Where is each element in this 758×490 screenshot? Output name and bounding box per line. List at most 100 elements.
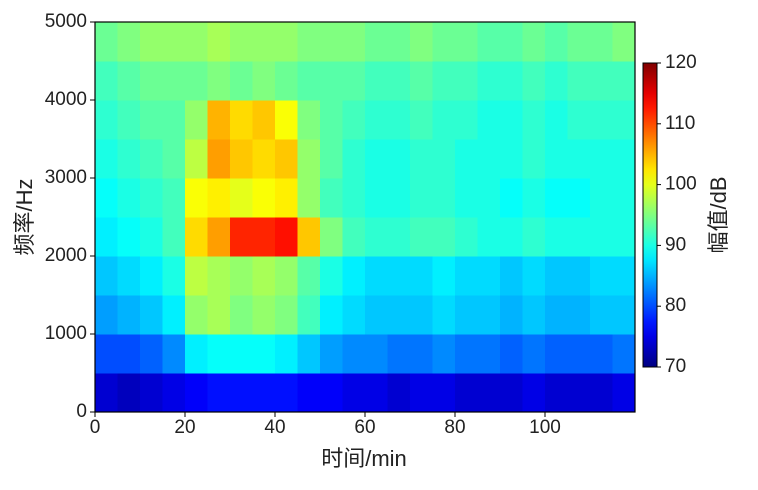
cell <box>207 256 231 296</box>
cell <box>342 295 366 335</box>
colorbar <box>642 62 658 368</box>
cell <box>320 334 343 374</box>
cell <box>117 334 141 374</box>
cell <box>230 217 253 257</box>
cell <box>612 256 636 296</box>
cell <box>185 334 208 374</box>
cell <box>455 334 478 374</box>
cell <box>545 256 568 296</box>
cell <box>320 61 343 101</box>
cell <box>455 295 478 335</box>
colorbar-label: 幅值/dB <box>706 176 731 253</box>
cell <box>207 178 231 218</box>
cell <box>365 22 388 62</box>
cell <box>297 178 321 218</box>
cell <box>590 100 613 140</box>
cell <box>297 139 321 179</box>
cell <box>522 139 546 179</box>
y-axis-label: 频率/Hz <box>12 178 37 255</box>
x-tick-label: 0 <box>90 417 101 438</box>
cell <box>477 22 501 62</box>
cell <box>432 295 456 335</box>
colorbar-tick-label: 100 <box>665 174 697 195</box>
cell <box>455 256 478 296</box>
y-tick-label: 5000 <box>45 11 87 32</box>
cell <box>590 373 613 413</box>
cell <box>522 256 546 296</box>
cell <box>275 22 298 62</box>
cell <box>567 139 591 179</box>
cell <box>342 100 366 140</box>
cell <box>297 334 321 374</box>
cell <box>365 100 388 140</box>
cell <box>162 334 186 374</box>
cell <box>410 295 433 335</box>
cell <box>297 256 321 296</box>
cell <box>342 139 366 179</box>
cell <box>185 373 208 413</box>
cell <box>387 334 411 374</box>
cell <box>500 295 523 335</box>
colorbar-tick-label: 120 <box>665 52 697 73</box>
cell <box>500 139 523 179</box>
cell <box>455 139 478 179</box>
cell <box>117 22 141 62</box>
x-tick-label: 40 <box>264 417 285 438</box>
colorbar-tick-label: 110 <box>665 113 695 134</box>
cell <box>612 139 636 179</box>
cell <box>590 22 613 62</box>
cell <box>522 22 546 62</box>
cell <box>567 22 591 62</box>
cell <box>477 295 501 335</box>
cell <box>297 22 321 62</box>
cell <box>410 61 433 101</box>
cell <box>522 295 546 335</box>
cell <box>387 22 411 62</box>
cell <box>545 100 568 140</box>
cell <box>162 178 186 218</box>
cell <box>432 61 456 101</box>
cell <box>545 334 568 374</box>
cell <box>590 217 613 257</box>
cell <box>432 217 456 257</box>
cell <box>320 217 343 257</box>
cell <box>477 373 501 413</box>
cell <box>545 178 568 218</box>
cell <box>365 217 388 257</box>
cell <box>140 178 163 218</box>
cell <box>207 100 231 140</box>
cell <box>230 334 253 374</box>
cell <box>500 256 523 296</box>
cell <box>522 217 546 257</box>
cell <box>387 373 411 413</box>
cell <box>410 100 433 140</box>
cell <box>590 139 613 179</box>
cell <box>252 217 276 257</box>
cell <box>410 373 433 413</box>
cell <box>590 295 613 335</box>
cell <box>95 22 118 62</box>
cell <box>545 139 568 179</box>
cell <box>185 178 208 218</box>
cell <box>117 217 141 257</box>
cell <box>140 100 163 140</box>
cell <box>185 139 208 179</box>
cell <box>140 334 163 374</box>
cell <box>252 22 276 62</box>
cell <box>95 139 118 179</box>
cell <box>545 295 568 335</box>
cell <box>590 256 613 296</box>
cell <box>207 61 231 101</box>
cell <box>140 256 163 296</box>
cell <box>207 373 231 413</box>
cell <box>545 217 568 257</box>
cell <box>162 373 186 413</box>
cell <box>207 139 231 179</box>
cell <box>230 178 253 218</box>
y-tick-label: 2000 <box>45 245 87 266</box>
y-tick-label: 0 <box>76 401 87 422</box>
cell <box>410 217 433 257</box>
cell <box>297 373 321 413</box>
x-tick-label: 20 <box>174 417 195 438</box>
cell <box>275 61 298 101</box>
